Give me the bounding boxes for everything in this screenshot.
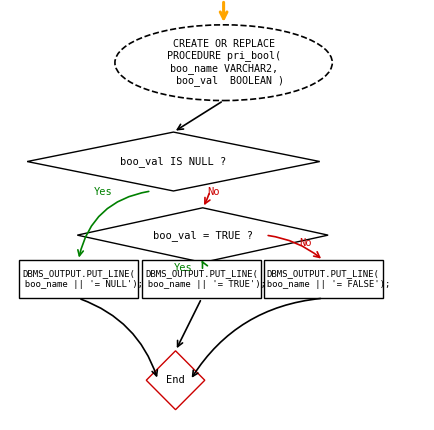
- Text: DBMS_OUTPUT.PUT_LINE(
  boo_name || '= TRUE');: DBMS_OUTPUT.PUT_LINE( boo_name || '= TRU…: [137, 270, 266, 289]
- Text: No: No: [207, 187, 219, 197]
- Text: boo_val = TRUE ?: boo_val = TRUE ?: [153, 230, 253, 241]
- Text: CREATE OR REPLACE
PROCEDURE pri_bool(
boo_name VARCHAR2,
  boo_val  BOOLEAN ): CREATE OR REPLACE PROCEDURE pri_bool( bo…: [164, 39, 283, 86]
- Text: boo_val IS NULL ?: boo_val IS NULL ?: [120, 156, 227, 167]
- Text: DBMS_OUTPUT.PUT_LINE(
  boo_name || '= NULL');: DBMS_OUTPUT.PUT_LINE( boo_name || '= NUL…: [14, 270, 143, 289]
- Bar: [19, 261, 138, 298]
- Bar: [142, 261, 261, 298]
- Text: No: No: [299, 238, 311, 248]
- Text: DBMS_OUTPUT.PUT_LINE(
  boo_name || '= FALSE');: DBMS_OUTPUT.PUT_LINE( boo_name || '= FAL…: [256, 270, 391, 289]
- Polygon shape: [146, 351, 205, 410]
- Bar: [264, 261, 383, 298]
- Polygon shape: [27, 132, 320, 191]
- Ellipse shape: [115, 25, 332, 101]
- Text: End: End: [166, 375, 185, 385]
- Text: Yes: Yes: [94, 187, 113, 197]
- Text: Yes: Yes: [174, 263, 192, 273]
- Polygon shape: [77, 208, 328, 262]
